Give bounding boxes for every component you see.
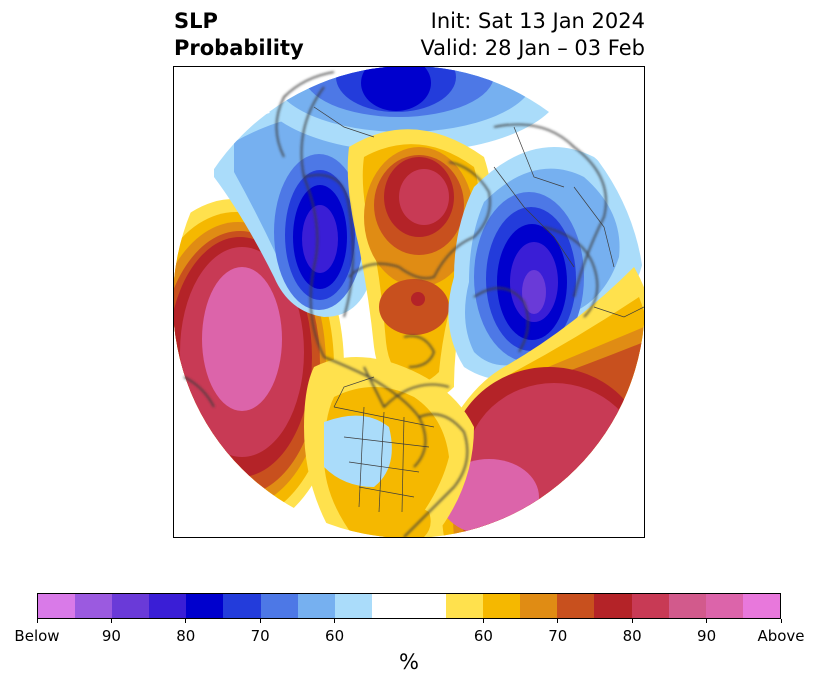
colorbar-swatch: [75, 594, 113, 618]
colorbar-swatch: [112, 594, 150, 618]
colorbar-swatch: [705, 594, 743, 618]
colorbar-tick-mark: [780, 619, 782, 623]
forecast-dates: Init: Sat 13 Jan 2024 Valid: 28 Jan – 03…: [420, 8, 645, 62]
colorbar-swatch: [483, 594, 521, 618]
boundary-line: [300, 86, 325, 358]
boundary-line: [313, 106, 375, 138]
init-date: Init: Sat 13 Jan 2024: [430, 9, 645, 33]
boundary-line: [543, 226, 599, 318]
colorbar: [37, 593, 781, 619]
colorbar-tick-label: 70: [250, 627, 270, 645]
contour-above_80: [379, 279, 449, 335]
boundary-line: [358, 486, 415, 498]
boundary-line: [523, 206, 575, 268]
chart-title: SLP Probability: [174, 8, 304, 62]
probability-field: [174, 67, 644, 537]
colorbar-tick-mark: [110, 619, 112, 623]
boundary-line: [343, 436, 430, 448]
colorbar-tick-mark: [706, 619, 708, 623]
colorbar-swatch: [371, 594, 447, 618]
contour-below_95: [522, 270, 546, 314]
colorbar-swatch: [260, 594, 298, 618]
colorbar-units: %: [399, 650, 419, 674]
boundary-line: [348, 236, 475, 280]
colorbar-swatch: [594, 594, 632, 618]
contour-above_95: [202, 267, 282, 411]
boundary-line: [573, 186, 615, 268]
contour-above_90: [399, 169, 449, 225]
coastlines: [183, 71, 607, 537]
colorbar-swatch: [149, 594, 187, 618]
colorbar-tick-label: 80: [176, 627, 196, 645]
boundary-line: [348, 461, 420, 473]
boundary-line: [593, 306, 644, 318]
boundary-line: [448, 161, 491, 238]
political-borders: [313, 106, 644, 513]
arctic-low-anomaly: [254, 67, 564, 152]
boundary-line: [403, 413, 469, 537]
boundary-line: [358, 406, 365, 508]
colorbar-swatch: [557, 594, 595, 618]
colorbar-swatch: [520, 594, 558, 618]
boundary-line: [363, 366, 450, 408]
boundary-line: [333, 376, 375, 408]
arctic-high-anomaly: [347, 129, 492, 401]
colorbar-tick-label: 60: [325, 627, 345, 645]
boundary-line: [378, 411, 385, 513]
boundary-line: [323, 356, 427, 468]
colorbar-swatch: [631, 594, 669, 618]
colorbar-tick-mark: [631, 619, 633, 623]
boundary-line: [275, 71, 335, 158]
colorbar-tick-label: 70: [548, 627, 568, 645]
colorbar-swatch: [334, 594, 372, 618]
valid-period: Valid: 28 Jan – 03 Feb: [420, 36, 645, 60]
map-panel: [173, 66, 645, 538]
colorbar-swatch: [186, 594, 224, 618]
boundary-line: [493, 166, 525, 208]
colorbar-tick-label: Below: [14, 627, 60, 645]
title-line-1: SLP: [174, 9, 218, 33]
contour-above_70: [374, 503, 431, 537]
colorbar-swatch: [668, 594, 706, 618]
north-america-anomaly: [304, 357, 474, 537]
contour-above_85: [411, 292, 425, 306]
colorbar-swatch: [38, 594, 76, 618]
colorbar-tick-mark: [334, 619, 336, 623]
colorbar-swatch: [742, 594, 780, 618]
colorbar-tick-label: 90: [101, 627, 121, 645]
colorbar-swatch: [446, 594, 484, 618]
colorbar-tick-label: 60: [473, 627, 493, 645]
colorbar-tick-mark: [36, 619, 38, 623]
colorbar-tick-label: 80: [622, 627, 642, 645]
boundary-line: [401, 416, 405, 513]
colorbar-swatch: [297, 594, 335, 618]
boundary-line: [303, 174, 354, 318]
boundary-line: [183, 376, 215, 408]
colorbar-tick-mark: [259, 619, 261, 623]
colorbar-tick-mark: [482, 619, 484, 623]
boundary-line: [473, 287, 529, 353]
title-line-2: Probability: [174, 36, 304, 60]
boundary-line: [513, 126, 565, 188]
boundary-line: [493, 123, 607, 298]
colorbar-tick-mark: [185, 619, 187, 623]
polar-map: [174, 67, 644, 537]
contour-below_85: [361, 67, 431, 111]
alaska-low-anomaly: [214, 104, 403, 317]
colorbar-tick-label: Above: [757, 627, 805, 645]
contour-below_90: [302, 205, 338, 273]
colorbar-tick-label: 90: [697, 627, 717, 645]
colorbar-tick-mark: [557, 619, 559, 623]
contour-below_60: [324, 415, 392, 487]
boundary-line: [403, 335, 435, 368]
colorbar-swatch: [223, 594, 261, 618]
europe-low-anomaly: [448, 147, 644, 381]
